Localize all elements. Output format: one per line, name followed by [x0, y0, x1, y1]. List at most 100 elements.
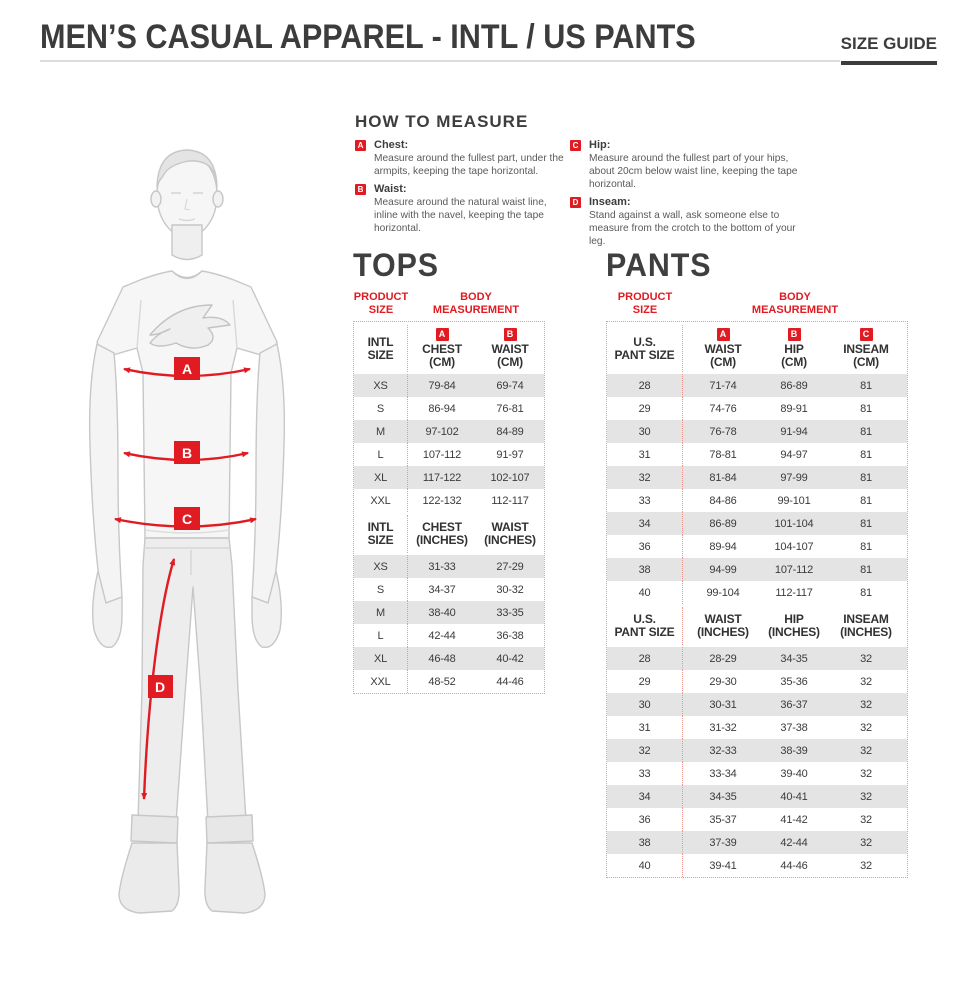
- measure-text: Stand against a wall, ask someone else t…: [589, 210, 796, 247]
- size-cell: 28: [607, 374, 683, 397]
- figure-badge-c: C: [182, 511, 192, 527]
- value-cell: 89-91: [780, 402, 808, 415]
- value-cell: 102-107: [490, 471, 530, 484]
- table-row: 38 94-99 107-112 81: [607, 558, 907, 581]
- tops-section: TOPS PRODUCT SIZE BODY MEASUREMENT INTL S…: [353, 247, 545, 694]
- value-cell: 89-94: [709, 540, 737, 553]
- size-cell: 40: [607, 581, 683, 604]
- table-row: XL 117-122 102-107: [354, 466, 544, 489]
- measure-badge: A: [716, 328, 730, 341]
- value-cell: 81: [860, 402, 872, 415]
- value-cell: 81: [860, 494, 872, 507]
- table-row: 33 33-34 39-40 32: [607, 762, 907, 785]
- table-row: 34 34-35 40-41 32: [607, 785, 907, 808]
- value-cell: 35-37: [709, 813, 737, 826]
- value-cell: 69-74: [496, 379, 524, 392]
- value-cell: 46-48: [428, 652, 456, 665]
- table-row: 36 89-94 104-107 81: [607, 535, 907, 558]
- pants-size-table: U.S. PANT SIZE A WAIST (CM) B HIP (CM) C INSEAM (C…: [606, 321, 908, 878]
- value-cell: 104-107: [774, 540, 814, 553]
- value-cell: 94-97: [780, 448, 808, 461]
- value-cell: 32: [860, 721, 872, 734]
- size-cell: XS: [354, 555, 408, 578]
- value-cell: 29-30: [709, 675, 737, 688]
- value-cell: 81: [860, 540, 872, 553]
- value-cell: 33-35: [496, 606, 524, 619]
- size-cell: 40: [607, 854, 683, 877]
- measure-label: Chest:: [374, 139, 409, 151]
- size-cell: 32: [607, 739, 683, 762]
- measure-badge: B: [503, 328, 517, 341]
- person-silhouette: [88, 149, 286, 914]
- table-row: 30 30-31 36-37 32: [607, 693, 907, 716]
- size-cell: L: [354, 443, 408, 466]
- value-cell: 76-78: [709, 425, 737, 438]
- value-cell: 81: [860, 448, 872, 461]
- size-cell: 36: [607, 808, 683, 831]
- measure-badge-d: D: [570, 197, 581, 208]
- table-row: XS 31-33 27-29: [354, 555, 544, 578]
- measure-column-header: CHEST (INCHES): [416, 520, 468, 547]
- size-cell: S: [354, 578, 408, 601]
- value-cell: 44-46: [780, 859, 808, 872]
- size-cell: S: [354, 397, 408, 420]
- value-cell: 32: [860, 859, 872, 872]
- size-cell: 29: [607, 670, 683, 693]
- tops-size-table: INTL SIZE A CHEST (CM) B WAIST (CM) XS 79-84 69-74…: [353, 321, 545, 694]
- measure-text: Measure around the fullest part, under t…: [374, 153, 564, 177]
- table-row: XXL 48-52 44-46: [354, 670, 544, 693]
- value-cell: 39-40: [780, 767, 808, 780]
- table-row: 31 31-32 37-38 32: [607, 716, 907, 739]
- measure-label: Waist:: [374, 183, 407, 195]
- size-cell: 36: [607, 535, 683, 558]
- table-header-row: INTL SIZE CHEST (INCHES) WAIST (INCHES): [354, 512, 544, 555]
- how-to-measure-column-left: A Chest: Measure around the fullest part…: [355, 139, 565, 240]
- shoe-graphic: [118, 842, 180, 914]
- table-row: XL 46-48 40-42: [354, 647, 544, 670]
- size-cell: 28: [607, 647, 683, 670]
- value-cell: 91-97: [496, 448, 524, 461]
- value-cell: 101-104: [774, 517, 814, 530]
- table-row: 31 78-81 94-97 81: [607, 443, 907, 466]
- size-cell: 29: [607, 397, 683, 420]
- size-cell: XL: [354, 647, 408, 670]
- measure-text: Measure around the fullest part of your …: [589, 153, 798, 190]
- table-row: M 38-40 33-35: [354, 601, 544, 624]
- figure-badge-b: B: [182, 445, 192, 461]
- table-row: 30 76-78 91-94 81: [607, 420, 907, 443]
- measure-label: Inseam:: [589, 196, 631, 208]
- value-cell: 48-52: [428, 675, 456, 688]
- value-cell: 34-37: [428, 583, 456, 596]
- measure-badge-c: C: [570, 140, 581, 151]
- value-cell: 33-34: [709, 767, 737, 780]
- figure-illustration: A B C D: [60, 135, 340, 925]
- value-cell: 34-35: [780, 652, 808, 665]
- table-row: XS 79-84 69-74: [354, 374, 544, 397]
- header-divider: [40, 60, 840, 62]
- value-cell: 81-84: [709, 471, 737, 484]
- inseam-measure-arrow: [141, 558, 176, 800]
- size-cell: 34: [607, 512, 683, 535]
- table-row: 32 81-84 97-99 81: [607, 466, 907, 489]
- page-title: MEN’S CASUAL APPAREL - INTL / US PANTS: [40, 18, 696, 56]
- size-cell: L: [354, 624, 408, 647]
- body-measurement-label: BODY MEASUREMENT: [751, 291, 839, 316]
- male-model-graphic: A B C D: [88, 149, 286, 914]
- value-cell: 76-81: [496, 402, 524, 415]
- value-cell: 38-40: [428, 606, 456, 619]
- table-row: L 107-112 91-97: [354, 443, 544, 466]
- table-row: 29 74-76 89-91 81: [607, 397, 907, 420]
- measure-text: Measure around the natural waist line, i…: [374, 197, 547, 234]
- value-cell: 42-44: [428, 629, 456, 642]
- table-row: 38 37-39 42-44 32: [607, 831, 907, 854]
- size-column-header: INTL SIZE: [354, 515, 408, 553]
- figure-badge-d: D: [155, 679, 165, 695]
- size-cell: XXL: [354, 489, 408, 512]
- value-cell: 99-104: [706, 586, 740, 599]
- pants-title: PANTS: [606, 247, 712, 283]
- table-row: 34 86-89 101-104 81: [607, 512, 907, 535]
- table-row: S 34-37 30-32: [354, 578, 544, 601]
- value-cell: 37-38: [780, 721, 808, 734]
- value-cell: 107-112: [774, 563, 814, 576]
- table-row: 32 32-33 38-39 32: [607, 739, 907, 762]
